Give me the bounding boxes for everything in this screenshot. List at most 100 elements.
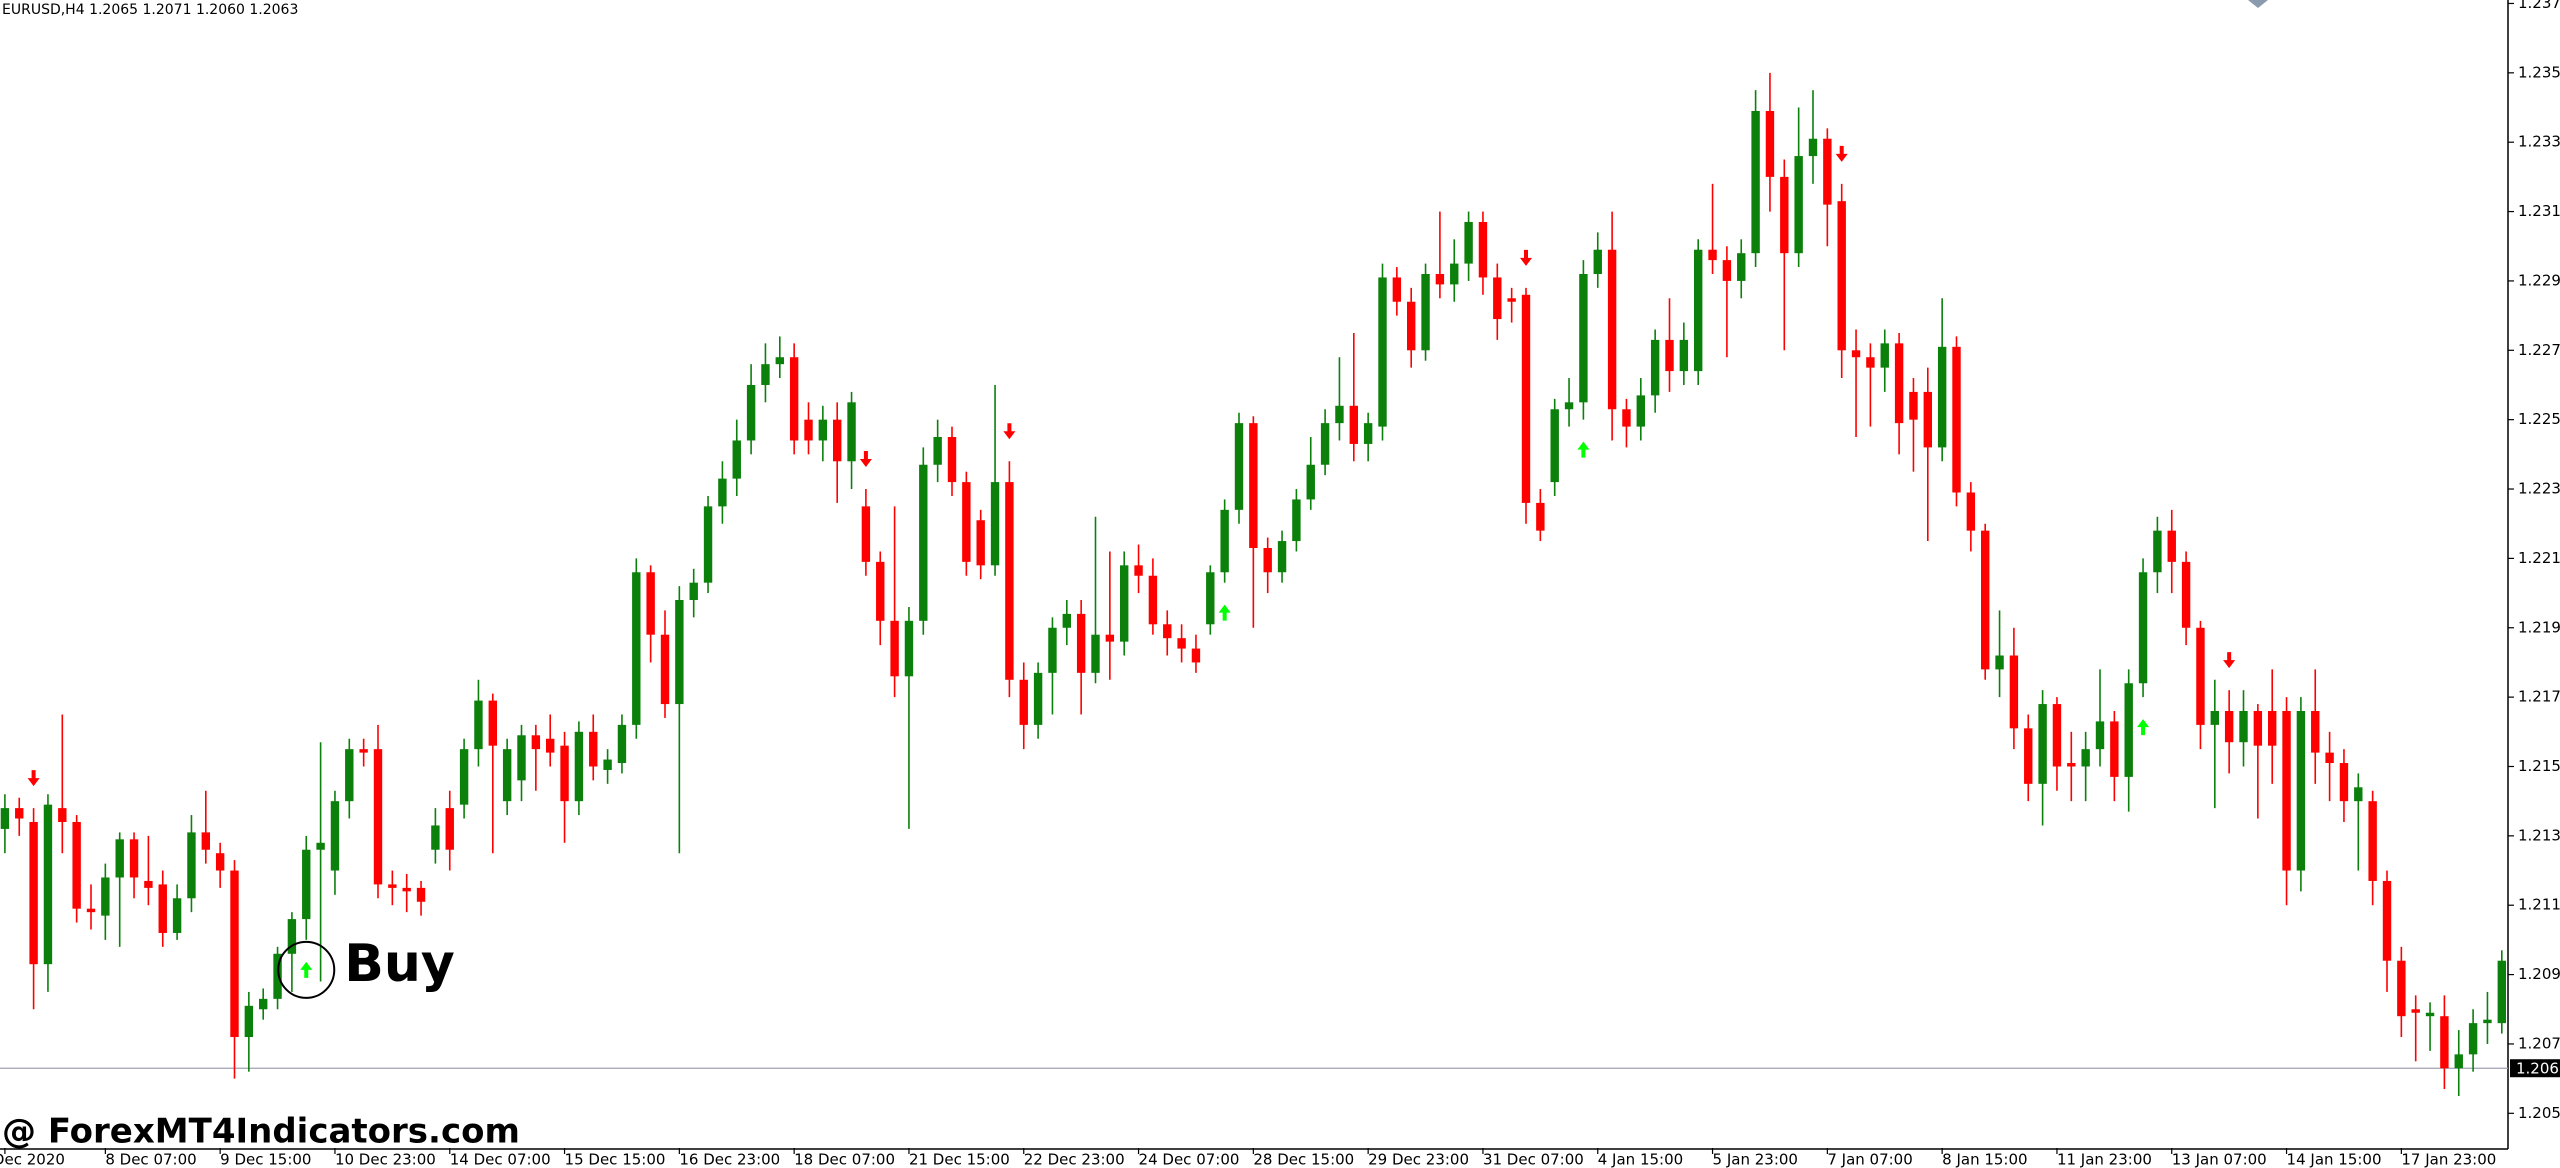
candle-body: [2196, 627, 2205, 725]
sell-arrow: [1835, 145, 1848, 162]
buy-label: Buy: [344, 934, 455, 994]
y-tick-label: 1.2310: [2518, 202, 2560, 220]
candle-body: [2253, 710, 2263, 746]
candle-body: [833, 419, 842, 462]
x-tick-label: 14 Dec 07:00: [450, 1151, 551, 1168]
candle-body: [2440, 1016, 2449, 1069]
candle-body: [689, 582, 698, 601]
sell-arrow: [859, 451, 872, 468]
candle-body: [732, 440, 741, 479]
candle-body: [703, 506, 713, 583]
candle-body: [1593, 249, 1602, 274]
candle-body: [1105, 634, 1115, 642]
candle-body: [804, 419, 813, 441]
candle-body: [2468, 1023, 2478, 1055]
candle-body: [517, 735, 526, 781]
candle-body: [1076, 613, 1086, 673]
candle-body: [933, 437, 942, 465]
x-tick-label: 4 Jan 15:00: [1598, 1151, 1683, 1168]
y-tick-label: 1.2090: [2518, 965, 2560, 983]
candle-body: [2311, 710, 2320, 753]
candle-body: [1249, 423, 1258, 548]
candle-body: [2052, 704, 2062, 767]
candle-body: [2124, 683, 2133, 777]
candle-body: [172, 898, 182, 933]
candle-body: [2038, 704, 2047, 784]
candle-body: [1550, 409, 1559, 483]
candle-body: [115, 839, 124, 878]
x-tick-label: 11 Jan 23:00: [2057, 1151, 2152, 1168]
x-tick-label: 9 Dec 15:00: [220, 1151, 311, 1168]
x-tick-label: 13 Jan 07:00: [2172, 1151, 2267, 1168]
candle-body: [2224, 710, 2234, 743]
candle-body: [1349, 405, 1358, 444]
candle-body: [617, 724, 627, 764]
candle-body: [746, 384, 756, 441]
candle-body: [761, 364, 770, 385]
candle-body: [1837, 201, 1846, 351]
candle-body: [187, 832, 196, 899]
candle-body: [2268, 710, 2277, 746]
candle-body: [1751, 110, 1760, 254]
candle-body: [1851, 350, 1861, 358]
x-tick-label: 8 Jan 15:00: [1942, 1151, 2027, 1168]
candle-body: [660, 634, 670, 705]
candle-body: [388, 884, 397, 888]
candle-body: [789, 357, 799, 441]
x-tick-label: 17 Jan 23:00: [2401, 1151, 2496, 1168]
candle-body: [2282, 710, 2291, 871]
candle-body: [2095, 721, 2105, 750]
candle-body: [1607, 249, 1617, 410]
current-price-label: 1.2063: [2516, 1060, 2560, 1078]
y-tick-label: 1.2230: [2518, 480, 2560, 498]
candle-body: [1521, 294, 1531, 503]
candle-body: [445, 808, 454, 850]
candle-body: [919, 464, 928, 621]
candle-body: [675, 600, 684, 705]
candle-body: [158, 884, 167, 933]
candle-body: [1177, 638, 1186, 649]
candle-body: [1823, 138, 1832, 205]
x-tick-label: 18 Dec 07:00: [794, 1151, 895, 1168]
candle-body: [2110, 721, 2119, 777]
candle-body: [373, 749, 383, 885]
buy-arrow: [2137, 719, 2150, 736]
candle-body: [474, 700, 483, 750]
candle-body: [1493, 277, 1502, 320]
candle-body: [1033, 672, 1043, 725]
candle-body: [1478, 221, 1488, 278]
y-tick-label: 1.2070: [2518, 1034, 2560, 1052]
candle-body: [1923, 391, 1932, 448]
candle-body: [101, 877, 110, 916]
candle-body: [1191, 648, 1201, 663]
candle-body: [431, 825, 440, 850]
candle-body: [29, 821, 38, 965]
candle-body: [1220, 509, 1229, 573]
candle-body: [2296, 710, 2306, 871]
candle-body: [502, 749, 512, 802]
x-tick-label: 8 Dec 07:00: [105, 1151, 196, 1168]
candle-body: [2325, 752, 2334, 764]
candle-body: [72, 821, 81, 909]
x-tick-label: 10 Dec 23:00: [335, 1151, 436, 1168]
candle-body: [890, 620, 899, 677]
candle-body: [1234, 423, 1244, 510]
candle-body: [1062, 613, 1071, 628]
x-tick-label: 5 Dec 2020: [0, 1151, 65, 1168]
candle-body: [1564, 402, 1574, 410]
candle-body: [230, 870, 239, 1038]
candle-body: [1019, 679, 1028, 725]
candle-body: [2397, 960, 2406, 1017]
candle-body: [560, 745, 569, 802]
buy-arrow: [1577, 441, 1590, 458]
candle-body: [1407, 301, 1416, 351]
candle-body: [2181, 561, 2191, 628]
candle-body: [1163, 624, 1172, 639]
candle-body: [1120, 565, 1129, 642]
watermark: @ ForexMT4Indicators.com: [2, 1112, 520, 1152]
y-tick-label: 1.2350: [2518, 63, 2560, 81]
candle-body: [1579, 273, 1588, 403]
y-tick-label: 1.2210: [2518, 549, 2560, 567]
